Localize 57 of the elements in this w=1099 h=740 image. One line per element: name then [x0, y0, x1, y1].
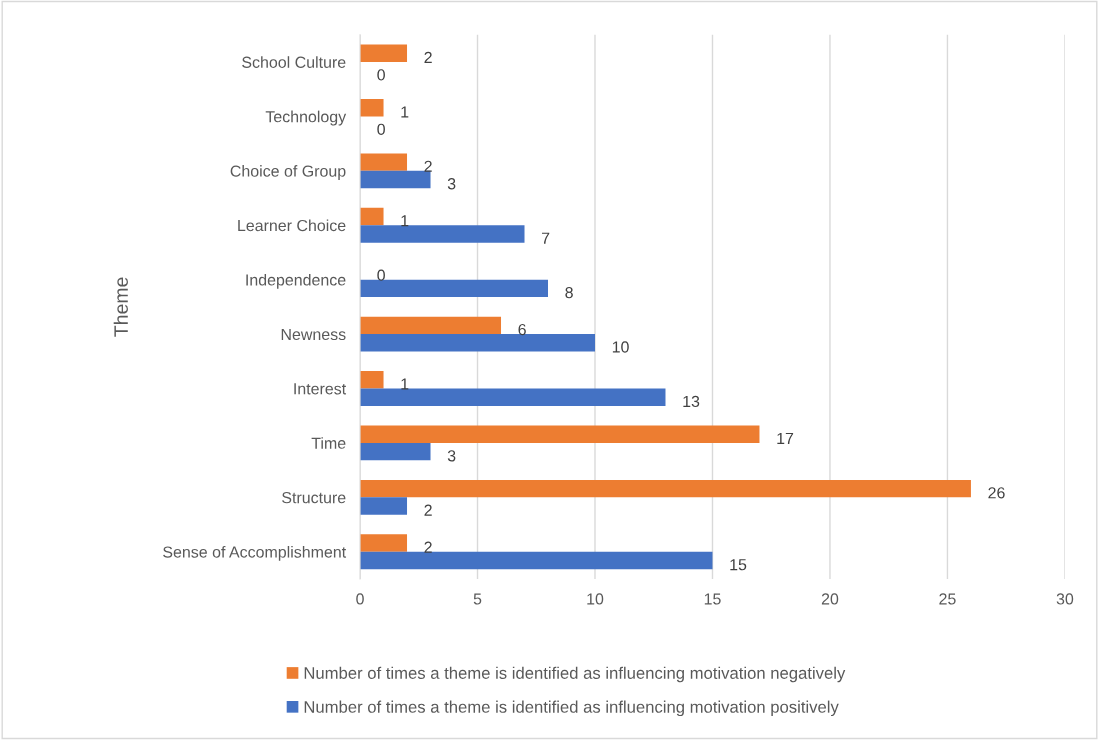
data-label: 0: [377, 69, 385, 81]
data-label: 3: [447, 178, 456, 190]
bar: [360, 334, 595, 352]
data-label: 3: [447, 450, 456, 462]
y-tick-label: Time: [311, 437, 346, 449]
x-tick-label: 20: [821, 593, 839, 605]
y-tick-label: Structure: [282, 491, 346, 504]
bar: [360, 388, 666, 406]
x-tick-label: 5: [473, 593, 482, 605]
bar: [360, 442, 431, 461]
y-tick-label: Sense of Accomplishment: [163, 545, 347, 561]
y-tick-label: Independence: [246, 273, 346, 289]
data-label: 2: [424, 541, 432, 553]
y-tick-label: Newness: [281, 328, 346, 341]
y-tick-label: School Culture: [242, 56, 346, 68]
legend-label: Number of times a theme is identified as influencing motivation negatively: [304, 666, 846, 683]
bar: [360, 170, 431, 189]
data-label: 0: [377, 269, 385, 281]
data-label: 2: [424, 160, 432, 172]
legend-label: Number of times a theme is identified as influencing motivation positively: [304, 700, 839, 717]
data-label: 2: [424, 51, 432, 63]
x-tick-label: 25: [939, 593, 956, 605]
bar: [360, 534, 408, 552]
bar: [360, 153, 408, 171]
data-label: 15: [730, 559, 747, 571]
data-label: 1: [401, 378, 409, 390]
data-label: 8: [565, 286, 573, 299]
bar: [360, 551, 713, 570]
y-axis-title: Theme: [113, 277, 128, 337]
data-label: 7: [541, 232, 550, 244]
data-label: 26: [988, 487, 1005, 499]
bar: [360, 99, 384, 117]
bar: [360, 225, 525, 243]
bar: [360, 207, 384, 226]
data-label: 0: [377, 123, 385, 135]
bar: [360, 316, 502, 335]
x-tick-label: 0: [356, 593, 364, 605]
x-tick-label: 10: [587, 593, 604, 605]
y-tick-label: Learner Choice: [238, 219, 346, 232]
y-tick-label: Interest: [294, 383, 347, 395]
bar: [360, 425, 760, 443]
bar: [360, 371, 384, 389]
y-tick-label: Choice of Group: [230, 165, 346, 180]
bar: [360, 44, 408, 62]
data-label: 10: [612, 341, 629, 353]
bar: [360, 479, 971, 498]
bar: [360, 497, 408, 515]
data-label: 2: [424, 504, 432, 516]
y-tick-label: Technology: [265, 110, 347, 126]
x-tick-label: 30: [1056, 593, 1074, 605]
data-label: 1: [401, 215, 409, 227]
bar: [360, 279, 549, 298]
data-label: 17: [777, 432, 794, 444]
x-tick-label: 15: [704, 593, 721, 605]
data-label: 13: [683, 395, 700, 408]
data-label: 6: [518, 323, 526, 336]
data-label: 1: [401, 106, 409, 118]
